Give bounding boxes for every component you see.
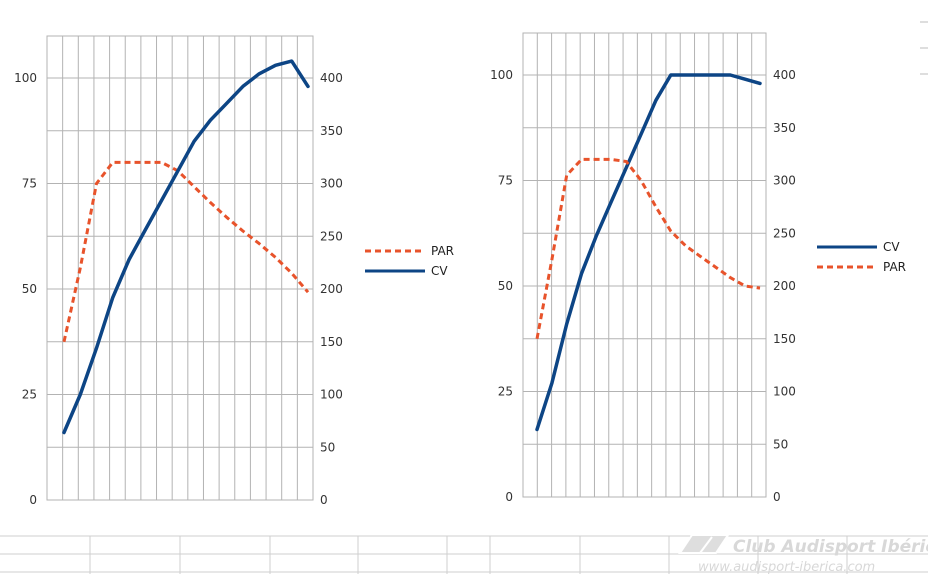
right-axis-tick-label: 300 bbox=[320, 177, 343, 191]
plot-grid bbox=[46, 35, 314, 501]
right-axis-tick-label: 150 bbox=[773, 332, 796, 346]
chart-1: 0 25 50 75 100 0 50 100 150 200 250 300 350 400 PAR CV bbox=[14, 35, 454, 507]
right-axis-tick-label: 400 bbox=[773, 68, 796, 82]
right-axis-tick-label: 250 bbox=[773, 226, 796, 240]
watermark-emblem-icon bbox=[678, 534, 730, 554]
left-axis-tick-label: 100 bbox=[490, 68, 513, 82]
watermark-url: www.audisport-iberica.com bbox=[698, 560, 875, 574]
left-axis-tick-label: 25 bbox=[22, 388, 37, 402]
plot-frame bbox=[522, 32, 767, 498]
right-axis-tick-label: 50 bbox=[320, 440, 335, 454]
series-line-cv bbox=[62, 59, 310, 435]
right-axis-tick-label: 100 bbox=[320, 388, 343, 402]
right-axis-tick-label: 250 bbox=[320, 229, 343, 243]
left-axis-tick-label: 0 bbox=[505, 490, 513, 504]
left-axis-tick-label: 100 bbox=[14, 71, 37, 85]
spreadsheet-grid-strip bbox=[0, 535, 928, 574]
legend-label-cv: CV bbox=[883, 240, 900, 254]
legend: CV PAR bbox=[817, 240, 906, 274]
right-axis-tick-label: 300 bbox=[773, 174, 796, 188]
left-axis-tick-label: 25 bbox=[498, 385, 513, 399]
series-line-par bbox=[62, 160, 310, 343]
legend-label-cv: CV bbox=[431, 264, 448, 278]
right-axis-tick-label: 200 bbox=[773, 279, 796, 293]
left-axis-tick-label: 50 bbox=[22, 282, 37, 296]
legend-label-par: PAR bbox=[431, 244, 454, 258]
left-axis-tick-label: 75 bbox=[498, 174, 513, 188]
watermark-logo: Club Audisport Ibérica www.audisport-iber… bbox=[678, 534, 928, 574]
right-axis-tick-label: 400 bbox=[320, 71, 343, 85]
right-axis-tick-label: 50 bbox=[773, 437, 788, 451]
series-line-cv bbox=[535, 73, 762, 432]
right-axis-tick-label: 100 bbox=[773, 385, 796, 399]
left-axis-tick-label: 50 bbox=[498, 279, 513, 293]
chart-2: 0 25 50 75 100 0 50 100 150 200 250 300 350 400 CV PAR bbox=[490, 32, 906, 504]
series-line-par bbox=[535, 157, 761, 340]
legend-label-par: PAR bbox=[883, 260, 906, 274]
plot-grid bbox=[522, 32, 767, 498]
right-axis-tick-label: 0 bbox=[773, 490, 781, 504]
right-axis-tick-label: 350 bbox=[320, 124, 343, 138]
plot-frame bbox=[46, 35, 314, 501]
right-axis-tick-label: 0 bbox=[320, 493, 328, 507]
right-axis-tick-label: 200 bbox=[320, 282, 343, 296]
watermark-club-name: Club Audisport Ibérica bbox=[733, 537, 928, 557]
legend: PAR CV bbox=[365, 244, 454, 278]
left-axis-tick-label: 0 bbox=[29, 493, 37, 507]
right-axis-tick-label: 350 bbox=[773, 121, 796, 135]
right-axis-tick-label: 150 bbox=[320, 335, 343, 349]
left-axis-tick-label: 75 bbox=[22, 177, 37, 191]
